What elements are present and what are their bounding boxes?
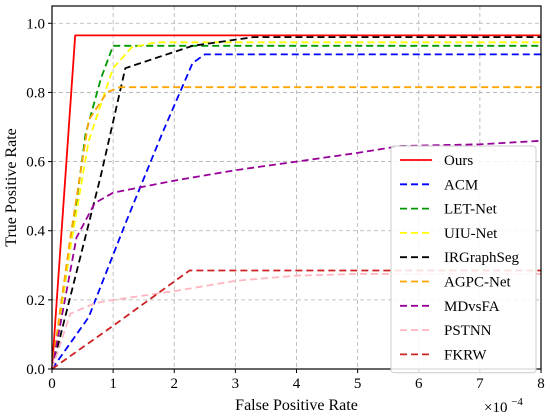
x-tick-label: 8 <box>537 376 545 392</box>
legend-entry-let-net: LET-Net <box>444 202 498 218</box>
x-tick-label: 3 <box>232 376 240 392</box>
series-line-mdvsfa <box>51 139 542 370</box>
legend-entry-ours: Ours <box>444 153 473 169</box>
series-line-ours <box>51 34 541 370</box>
x-axis-scale-exponent: −4 <box>511 396 523 408</box>
axis-ticks: 0 1 2 3 4 5 6 7 8 0.0 0.2 0.4 0.6 0.8 1.0 <box>26 16 545 392</box>
series-line-agpc-net <box>51 86 541 370</box>
y-tick-label: 0.4 <box>26 224 45 240</box>
x-tick-label: 4 <box>293 376 301 392</box>
x-tick-label: 2 <box>171 376 179 392</box>
y-tick-label: 1.0 <box>26 16 45 32</box>
x-tick-label: 1 <box>109 376 117 392</box>
series-line-fkrw <box>51 269 541 370</box>
x-axis-label: False Positive Rate <box>235 397 358 414</box>
legend-entry-mdvsfa: MDvsFA <box>444 299 500 315</box>
series-line-irgraphseg <box>51 36 541 370</box>
series-line-uiu-net <box>51 41 541 370</box>
legend-entry-agpc-net: AGPC-Net <box>444 275 511 291</box>
x-axis-scale-multiplier: ×10 −4 <box>484 396 523 416</box>
y-tick-label: 0.6 <box>26 155 45 171</box>
series-line-acm <box>51 53 541 370</box>
x-tick-label: 5 <box>354 376 362 392</box>
y-axis-label: True Positive Rate <box>3 128 20 247</box>
legend-entry-irgraphseg: IRGraphSeg <box>444 250 519 266</box>
x-tick-label: 7 <box>476 376 484 392</box>
legend-box <box>390 145 537 374</box>
x-axis-scale-base: ×10 <box>484 400 507 416</box>
y-tick-label: 0.8 <box>26 85 45 101</box>
legend-entry-pstnn: PSTNN <box>444 323 492 339</box>
series-line-pstnn <box>51 272 541 370</box>
y-tick-label: 0.2 <box>26 293 45 309</box>
y-tick-label: 0.0 <box>26 362 45 378</box>
legend-entry-fkrw: FKRW <box>444 347 487 363</box>
legend: Ours ACM LET-Net UIU-Net IRGraphSeg AGPC-Net M… <box>390 145 537 374</box>
series-layer <box>51 34 542 370</box>
legend-entry-acm: ACM <box>444 177 478 193</box>
x-tick-label: 6 <box>415 376 423 392</box>
legend-entry-uiu-net: UIU-Net <box>444 226 498 242</box>
x-tick-label: 0 <box>48 376 56 392</box>
